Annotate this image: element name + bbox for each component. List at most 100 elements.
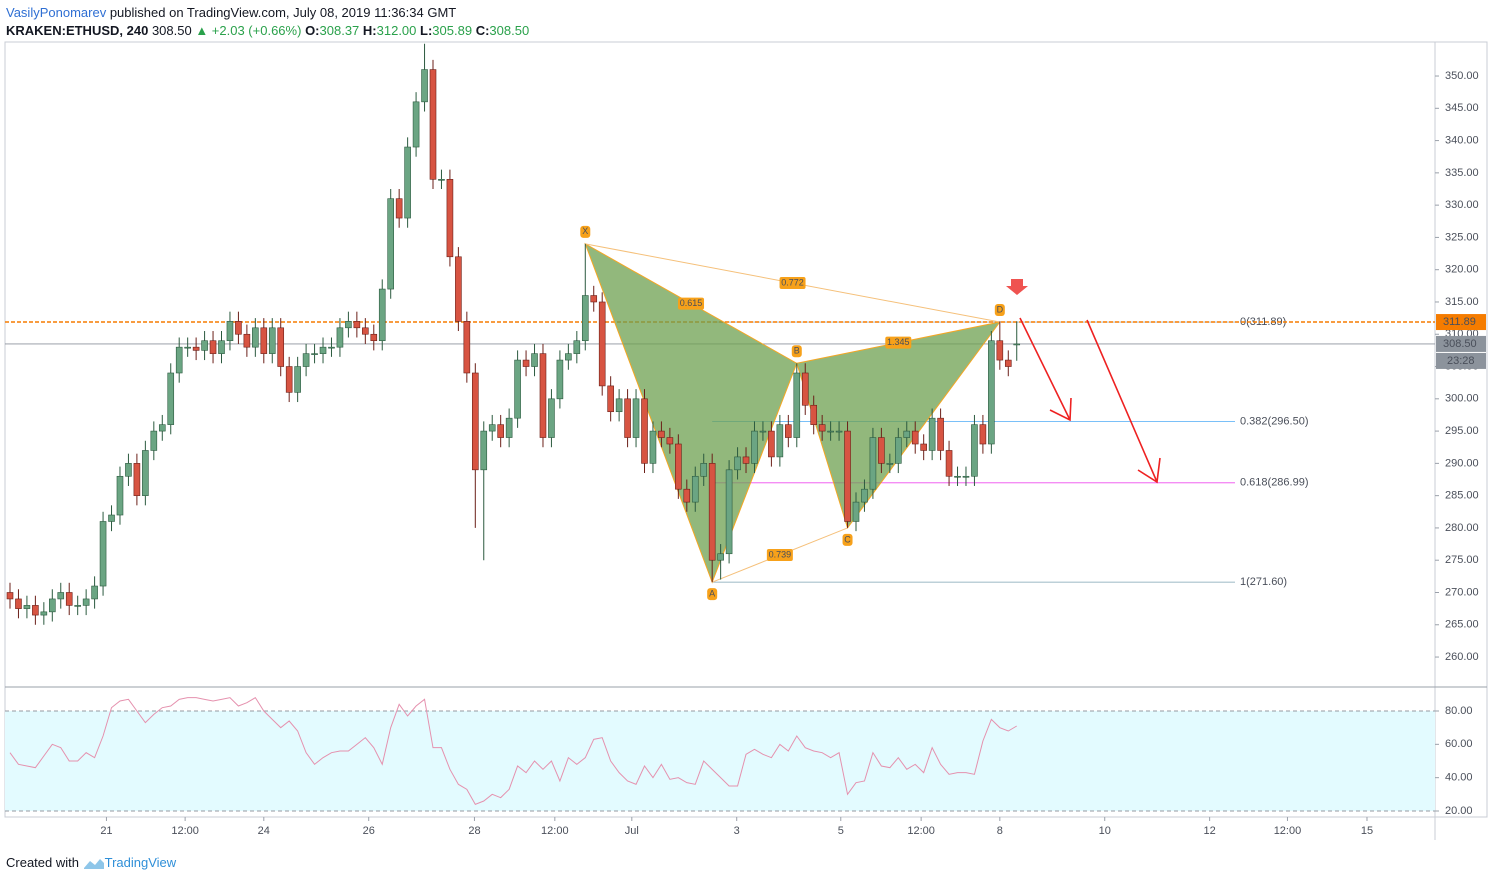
candle-body <box>971 424 978 477</box>
candle-body <box>632 398 640 438</box>
candle-body <box>658 430 665 438</box>
candle-body <box>142 450 149 496</box>
candle-body <box>615 398 623 413</box>
rsi-line <box>9 696 1017 805</box>
last: 308.50 <box>151 23 192 38</box>
candle-body <box>23 605 31 609</box>
candle-body <box>167 372 175 425</box>
logo-shape <box>83 858 104 869</box>
candle-body <box>99 521 107 587</box>
candle-body <box>125 463 132 477</box>
candle-body <box>827 430 834 433</box>
footer: Created with TradingView <box>6 855 176 871</box>
ohlc-h-val: 312.00 <box>376 23 417 38</box>
y-tick-label: 330.00 <box>1445 199 1479 211</box>
y-tick-label: 280.00 <box>1445 522 1479 534</box>
candle-body <box>488 424 496 432</box>
candle-body <box>835 430 843 433</box>
y-tick-label: 275.00 <box>1445 554 1479 566</box>
candle-body <box>497 424 504 438</box>
candle-body <box>175 346 183 374</box>
candle-body <box>150 430 158 451</box>
fib-label: 0.618(286.99) <box>1240 477 1309 489</box>
x-tick-label: 5 <box>838 825 844 837</box>
author[interactable]: VasilyPonomarev <box>6 5 107 20</box>
candle-body <box>243 333 251 348</box>
candle-body <box>285 366 293 393</box>
candle-body <box>345 321 352 329</box>
candle-body <box>911 430 919 445</box>
ratio-label: 1.345 <box>887 337 910 347</box>
y-tick-label: 285.00 <box>1445 490 1479 502</box>
candle-body <box>590 295 598 303</box>
candle-body <box>565 353 572 361</box>
frame <box>4 41 1488 818</box>
candle-body <box>742 456 750 464</box>
pattern-fill <box>584 242 798 584</box>
x-tick-label: Jul <box>625 825 639 837</box>
ohlc-o: O: <box>305 23 320 38</box>
candle-body <box>598 301 606 387</box>
candle-body <box>751 430 758 464</box>
rsi-tick-label: 20.00 <box>1445 805 1473 817</box>
candle-body <box>607 385 614 413</box>
candle-body <box>32 605 39 616</box>
ohlc-l-val: 305.89 <box>432 23 473 38</box>
ratio-label: 0.615 <box>680 298 703 308</box>
point-label: C <box>844 534 851 544</box>
candle-body <box>581 295 589 342</box>
candle-body <box>421 69 428 103</box>
candle-body <box>311 353 318 355</box>
logo <box>83 858 104 869</box>
candle-body <box>412 101 420 148</box>
candle-body <box>294 366 301 393</box>
price-box-label: 308.50 <box>1443 338 1477 350</box>
candle-body <box>74 605 81 607</box>
point-box <box>707 588 718 601</box>
candle-body <box>463 321 471 374</box>
point-label: D <box>997 304 1004 314</box>
candle-body <box>988 340 995 445</box>
candle-body <box>336 327 344 348</box>
ratio-box <box>885 336 912 349</box>
signal-arrow <box>1006 279 1028 295</box>
candle-body <box>683 488 691 503</box>
header: VasilyPonomarev published on TradingView… <box>6 4 529 40</box>
candle-body <box>691 475 699 503</box>
x-tick-label: 8 <box>997 825 1003 837</box>
price-box-label: 311.89 <box>1443 316 1476 328</box>
rsi-band <box>5 711 1435 811</box>
x-tick-label: 26 <box>363 825 375 837</box>
candle-body <box>362 327 369 335</box>
candle-body <box>48 598 56 613</box>
point-box <box>994 304 1005 317</box>
layer: 260.00 265.00 270.00 275.00 280.00 285.00 290.… <box>5 43 1486 837</box>
candle-body <box>277 327 285 367</box>
point-label: A <box>709 589 715 599</box>
candle-body <box>894 437 902 464</box>
candle-body <box>218 340 225 354</box>
rsi-tick-label: 60.00 <box>1445 738 1473 750</box>
y-tick-label: 315.00 <box>1445 296 1479 308</box>
point-label: X <box>582 226 588 236</box>
x-tick-label: 3 <box>734 825 740 837</box>
ratio-label: 0.739 <box>769 549 792 559</box>
candle-body <box>903 430 911 438</box>
candle-body <box>810 404 818 425</box>
y-tick-label: 270.00 <box>1445 586 1479 598</box>
candle-body <box>573 340 581 354</box>
y-tick-label: 350.00 <box>1445 70 1479 82</box>
candle-body <box>954 475 961 478</box>
candle-body <box>531 353 538 367</box>
brand[interactable]: TradingView <box>104 855 177 870</box>
candle-body <box>861 488 868 503</box>
x-tick-label: 12:00 <box>541 825 569 837</box>
candle-body <box>928 417 936 451</box>
candle-body <box>108 514 115 522</box>
candle-body <box>624 398 631 438</box>
ohlc-h: H: <box>362 23 377 38</box>
y-tick-label: 295.00 <box>1445 425 1479 437</box>
point-box <box>580 225 591 238</box>
candle-body <box>717 553 724 561</box>
candle-body <box>522 359 530 367</box>
